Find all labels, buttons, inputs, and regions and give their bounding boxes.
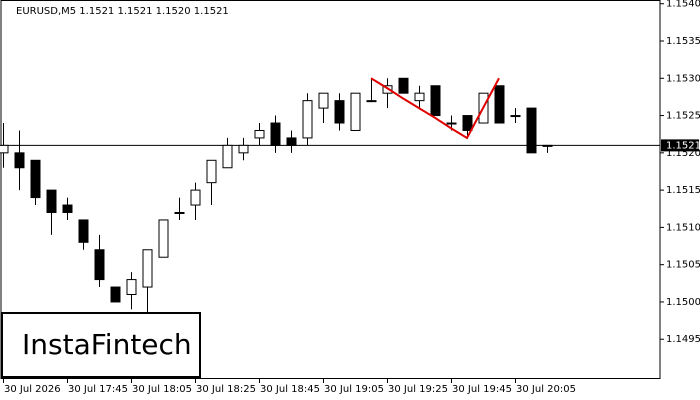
pattern-line xyxy=(370,77,500,140)
y-tick-label: 1.1505 xyxy=(666,260,700,271)
candle-body xyxy=(350,92,361,131)
x-tick-label: 30 Jul 17:45 xyxy=(68,384,128,395)
y-tick-label: 1.1525 xyxy=(666,111,700,122)
candle-body xyxy=(510,115,521,118)
logo-box xyxy=(1,312,201,378)
y-tick-label: 1.1535 xyxy=(666,36,700,47)
candle-body xyxy=(302,100,313,139)
candle-body xyxy=(46,189,57,213)
y-tick-label: 1.1500 xyxy=(666,297,700,308)
x-tick-label: 30 Jul 18:25 xyxy=(196,384,256,395)
candle-body xyxy=(174,211,185,214)
x-tick-label: 30 Jul 18:05 xyxy=(132,384,192,395)
candle-body xyxy=(542,144,553,147)
candle-body xyxy=(142,249,153,288)
candle-body xyxy=(398,77,409,94)
x-tick-label: 30 Jul 2026 xyxy=(4,384,61,395)
candle-body xyxy=(270,122,281,146)
y-tick-label: 1.1540 xyxy=(666,0,700,10)
x-tick-label: 30 Jul 19:45 xyxy=(452,384,512,395)
y-tick-label: 1.1530 xyxy=(666,73,700,84)
x-tick-label: 30 Jul 19:05 xyxy=(324,384,384,395)
candle-body xyxy=(206,159,217,184)
candle-body xyxy=(414,92,425,102)
x-tick-label: 30 Jul 18:45 xyxy=(260,384,320,395)
candle-body xyxy=(334,100,345,124)
candle-body xyxy=(318,92,329,109)
candle-body xyxy=(462,115,473,131)
x-tick-label: 30 Jul 19:25 xyxy=(388,384,448,395)
candle-body xyxy=(30,159,41,199)
candle-body xyxy=(238,144,249,154)
candle-body xyxy=(94,249,105,281)
candle-body xyxy=(14,152,25,169)
candle-body xyxy=(254,129,265,139)
y-tick-label: 1.1520 xyxy=(666,148,700,159)
logo: InstaFintech xyxy=(22,328,192,361)
candle-body xyxy=(110,286,121,303)
candle-body xyxy=(222,144,233,169)
candle-body xyxy=(0,144,9,154)
chart-title: EURUSD,M5 1.1521 1.1521 1.1520 1.1521 xyxy=(16,6,229,17)
y-tick-label: 1.1515 xyxy=(666,185,700,196)
price-label-bg xyxy=(661,139,699,152)
candle-body xyxy=(190,189,201,206)
x-tick-label: 30 Jul 20:05 xyxy=(516,384,576,395)
candle-body xyxy=(158,219,169,258)
candle-body xyxy=(446,122,457,125)
y-tick-label: 1.1510 xyxy=(666,222,700,233)
price-label: 1.1521 xyxy=(666,140,700,151)
y-tick-label: 1.1495 xyxy=(666,334,700,345)
candle-body xyxy=(366,100,377,103)
candle-body xyxy=(494,85,505,124)
candle-body xyxy=(430,85,441,117)
candle-body xyxy=(126,279,137,295)
candle-body xyxy=(78,219,89,243)
candle-body xyxy=(526,107,537,154)
candle-body xyxy=(62,204,73,213)
candle-body xyxy=(286,137,297,146)
